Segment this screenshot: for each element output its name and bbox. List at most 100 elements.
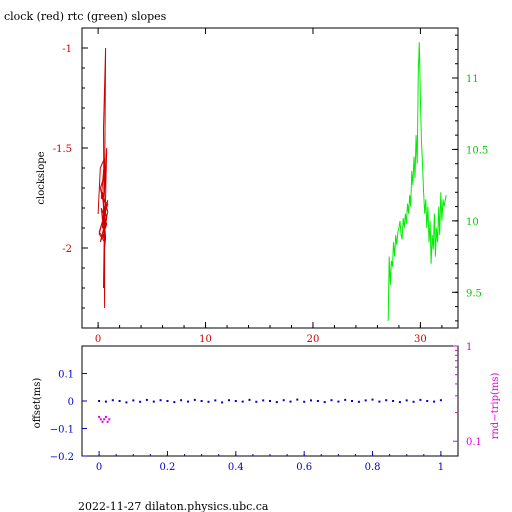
series-rnd-trip-point bbox=[108, 418, 111, 421]
slopes-y-axis-left: -1 -1.5 -2 bbox=[53, 44, 88, 309]
x-tick-label: 0.8 bbox=[365, 462, 381, 473]
series-offset-point bbox=[303, 400, 306, 403]
x-tick-label: 0.6 bbox=[296, 462, 312, 473]
series-rtc-line bbox=[387, 42, 447, 321]
series-offset-point bbox=[180, 399, 183, 402]
series-offset-point bbox=[330, 399, 333, 402]
x-tick-label: 1 bbox=[438, 462, 444, 473]
offset-series bbox=[98, 398, 442, 423]
slopes-series bbox=[97, 42, 447, 321]
series-offset-point bbox=[371, 398, 374, 401]
y-tick-label: -1 bbox=[62, 44, 72, 55]
offset-y-label: offset(ms) bbox=[32, 378, 43, 429]
series-offset-point bbox=[111, 399, 114, 402]
series-offset-point bbox=[152, 400, 155, 403]
series-offset-point bbox=[234, 400, 237, 402]
series-offset-point bbox=[364, 399, 367, 402]
series-rnd-trip-point bbox=[101, 420, 104, 423]
offset-x-axis: 0 0.2 0.4 0.6 0.8 1 bbox=[96, 451, 444, 473]
series-clock-line bbox=[97, 47, 109, 309]
series-offset-point bbox=[262, 399, 265, 402]
series-offset-point bbox=[323, 401, 326, 404]
x-tick-label: 0.2 bbox=[160, 462, 176, 473]
series-offset-point bbox=[173, 401, 176, 404]
y-tick-label: -2 bbox=[62, 244, 72, 255]
y2-tick-label: 9.5 bbox=[466, 288, 482, 299]
series-offset-point bbox=[228, 399, 230, 402]
x-tick-label: 0.4 bbox=[228, 462, 244, 473]
series-offset-point bbox=[289, 400, 292, 403]
slopes-plot-frame bbox=[81, 27, 459, 329]
series-offset-point bbox=[275, 401, 278, 404]
y2-tick-label: 1 bbox=[466, 342, 472, 353]
series-offset-point bbox=[316, 400, 319, 402]
x-tick-label: 20 bbox=[307, 334, 320, 345]
y2-tick-label: 0.1 bbox=[466, 437, 482, 448]
series-offset-point bbox=[378, 400, 381, 403]
offset-y-axis-left: 0.1 0 −0.1 −0.2 bbox=[50, 370, 87, 463]
series-offset-point bbox=[392, 400, 395, 402]
series-offset-point bbox=[187, 400, 189, 403]
slopes-x-axis: 0 10 20 30 bbox=[95, 28, 443, 345]
series-offset-point bbox=[145, 398, 148, 401]
series-offset-point bbox=[159, 399, 162, 402]
series-offset-point bbox=[221, 401, 224, 404]
series-offset-point bbox=[426, 400, 429, 402]
offset-y-axis-right: 10.1 bbox=[453, 342, 482, 448]
series-rnd-trip-point bbox=[103, 418, 106, 421]
slopes-y-label: clockslope bbox=[36, 151, 47, 204]
series-offset-point bbox=[419, 398, 422, 401]
y-tick-label: 0.1 bbox=[58, 370, 74, 381]
series-offset-point bbox=[337, 400, 340, 403]
series-offset-point bbox=[193, 398, 196, 401]
series-offset-point bbox=[310, 399, 312, 402]
y-tick-label: −0.1 bbox=[50, 425, 74, 436]
series-offset-point bbox=[269, 400, 271, 402]
chart-title: clock (red) rtc (green) slopes bbox=[4, 10, 167, 23]
series-rnd-trip-point bbox=[98, 415, 101, 418]
y-tick-label: -1.5 bbox=[53, 144, 72, 155]
series-offset-point bbox=[296, 398, 299, 401]
y2-tick-label: 10.5 bbox=[466, 145, 488, 156]
series-offset-point bbox=[357, 400, 360, 403]
y-tick-label: −0.2 bbox=[50, 452, 74, 463]
series-offset-point bbox=[214, 399, 217, 402]
footer-text: 2022-11-27 dilaton.physics.ubc.ca bbox=[78, 500, 269, 512]
series-offset-point bbox=[166, 400, 169, 402]
roundtrip-y-label: rnd−trip(ms) bbox=[490, 372, 501, 439]
series-offset-point bbox=[344, 398, 347, 401]
y-tick-label: 0 bbox=[68, 397, 74, 408]
slopes-chart: 0 10 20 30 -1 -1.5 -2 11 10.5 10 9.5 clockslope bbox=[36, 27, 488, 345]
series-offset-point bbox=[385, 399, 388, 402]
series-rnd-trip-point bbox=[99, 418, 102, 421]
series-offset-point bbox=[282, 399, 285, 402]
series-offset-point bbox=[255, 400, 258, 403]
x-tick-label: 30 bbox=[414, 334, 427, 345]
slopes-y-axis-right: 11 10.5 10 9.5 bbox=[452, 34, 488, 322]
x-tick-label: 0 bbox=[95, 334, 101, 345]
series-offset-point bbox=[207, 400, 210, 403]
series-offset-point bbox=[248, 398, 251, 401]
series-offset-point bbox=[405, 399, 408, 402]
x-tick-label: 10 bbox=[199, 334, 212, 345]
series-offset-point bbox=[241, 400, 244, 403]
series-offset-point bbox=[125, 401, 128, 404]
series-offset-point bbox=[433, 400, 436, 403]
offset-chart: 0 0.2 0.4 0.6 0.8 1 0.10−0.1−0.2 10.1 offset(… bbox=[32, 342, 501, 473]
series-offset-point bbox=[398, 401, 401, 404]
series-offset-point bbox=[132, 399, 135, 402]
series-rnd-trip-point bbox=[104, 415, 107, 418]
y2-tick-label: 10 bbox=[466, 217, 479, 228]
series-offset-point bbox=[412, 400, 415, 403]
series-offset-point bbox=[98, 400, 101, 402]
series-offset-point bbox=[104, 400, 107, 403]
series-offset-point bbox=[439, 399, 442, 402]
series-offset-point bbox=[139, 400, 142, 403]
series-rnd-trip-point bbox=[106, 420, 109, 423]
y2-tick-label: 11 bbox=[466, 74, 479, 85]
series-offset-point bbox=[351, 400, 353, 402]
series-offset-point bbox=[200, 400, 203, 402]
series-offset-point bbox=[118, 400, 121, 402]
x-tick-label: 0 bbox=[96, 462, 102, 473]
